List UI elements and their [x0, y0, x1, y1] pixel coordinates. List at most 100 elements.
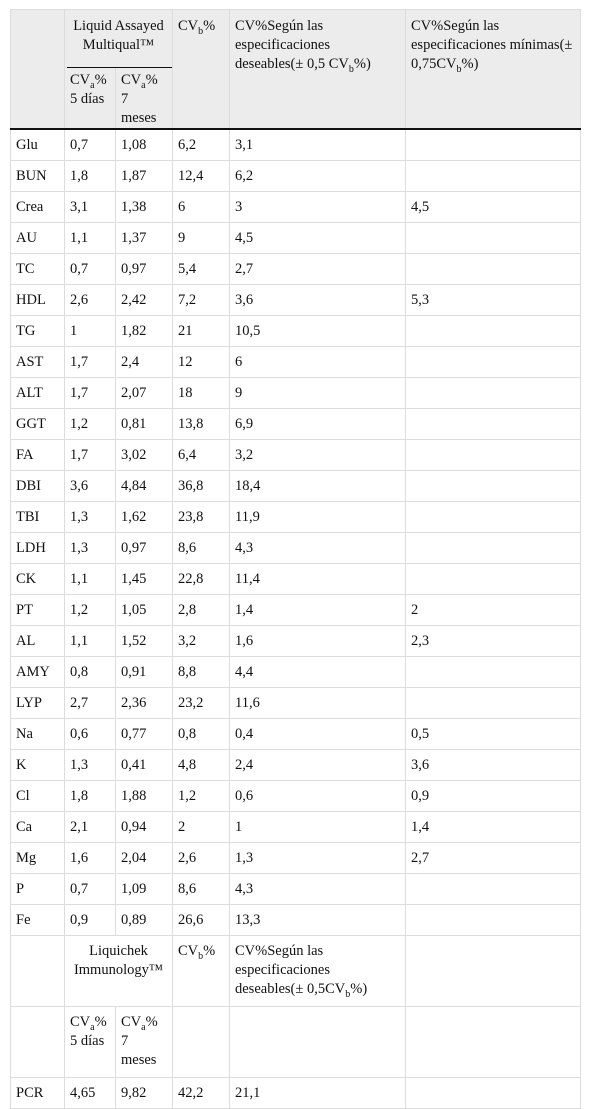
- cva-7-months-cell: 1,52: [115, 625, 173, 657]
- minimum-spec-cell: 2,7: [405, 842, 581, 874]
- desirable-spec-cell: 6: [229, 346, 406, 378]
- table-row: Fe 0,9 0,89 26,6 13,3: [10, 904, 581, 936]
- empty-cell: [10, 1006, 65, 1078]
- desirable-spec-cell: 4,4: [229, 656, 406, 688]
- minimum-spec-cell: 1,4: [405, 811, 581, 843]
- minimum-spec-cell: [405, 253, 581, 285]
- multiqual-group-title: Liquid Assayed Multiqual™: [73, 18, 164, 53]
- table-body: Glu 0,7 1,08 6,2 3,1 BUN 1,8 1,87 12,4 6,2 Crea 3,1…: [10, 128, 581, 1109]
- cvb-cell: 9: [172, 222, 230, 254]
- cva-5-days-cell: 0,6: [64, 718, 116, 750]
- cva-5-days-cell: 4,65: [64, 1077, 116, 1109]
- cvb-cell: 42,2: [172, 1077, 230, 1109]
- cva-7-months-cell: 2,04: [115, 842, 173, 874]
- sub-cvb-header: CVb%: [172, 935, 230, 1007]
- analyte-cell: GGT: [10, 408, 65, 440]
- desirable-spec-cell: 6,9: [229, 408, 406, 440]
- multiqual-group-header: Liquid Assayed Multiqual™: [64, 9, 173, 68]
- table-row: Na 0,6 0,77 0,8 0,4 0,5: [10, 718, 581, 750]
- empty-cell: [405, 935, 581, 1007]
- cva-5-days-cell: 1: [64, 315, 116, 347]
- group-underline: [67, 67, 172, 68]
- minimum-spec-cell: 0,5: [405, 718, 581, 750]
- cva-5-days-cell: 1,1: [64, 563, 116, 595]
- analyte-cell: AST: [10, 346, 65, 378]
- cvb-cell: 2: [172, 811, 230, 843]
- cva-5-days-cell: 0,9: [64, 904, 116, 936]
- cva-5-days-cell: 1,7: [64, 377, 116, 409]
- analyte-cell: DBI: [10, 470, 65, 502]
- analyte-cell: CK: [10, 563, 65, 595]
- cvb-cell: 22,8: [172, 563, 230, 595]
- cva-7-months-cell: 0,91: [115, 656, 173, 688]
- desirable-spec-cell: 18,4: [229, 470, 406, 502]
- cvb-cell: 1,2: [172, 780, 230, 812]
- desirable-spec-cell: 21,1: [229, 1077, 406, 1109]
- analyte-cell: Mg: [10, 842, 65, 874]
- cva-7-months-cell: 4,84: [115, 470, 173, 502]
- immunology-group-title: Liquichek Immunology™: [64, 935, 173, 1007]
- analyte-cell: LDH: [10, 532, 65, 564]
- cva-5-days-cell: 1,7: [64, 439, 116, 471]
- desirable-spec-cell: 2,4: [229, 749, 406, 781]
- cva-7-months-cell: 2,07: [115, 377, 173, 409]
- desirable-spec-cell: 2,7: [229, 253, 406, 285]
- cva-7-months-cell: 1,09: [115, 873, 173, 905]
- minimum-spec-cell: [405, 470, 581, 502]
- minimum-spec-cell: [405, 1077, 581, 1109]
- sub-cva-7-months-header: CVa% 7 meses: [115, 1006, 173, 1078]
- table-row: K 1,3 0,41 4,8 2,4 3,6: [10, 749, 581, 781]
- cvb-cell: 12: [172, 346, 230, 378]
- cva-7-months-cell: 3,02: [115, 439, 173, 471]
- cva-5-days-cell: 2,6: [64, 284, 116, 316]
- desirable-spec-cell: 4,3: [229, 873, 406, 905]
- cvb-cell: 2,8: [172, 594, 230, 626]
- analyte-cell: PCR: [10, 1077, 65, 1109]
- cva-5-days-cell: 3,1: [64, 191, 116, 223]
- cva-7-months-cell: 1,87: [115, 160, 173, 192]
- analyte-cell: TBI: [10, 501, 65, 533]
- immunology-cva-header-row: CVa% 5 días CVa% 7 meses: [10, 1006, 581, 1078]
- cvb-cell: 2,6: [172, 842, 230, 874]
- cva-5-days-cell: 0,7: [64, 873, 116, 905]
- cvb-cell: 7,2: [172, 284, 230, 316]
- cvb-cell: 13,8: [172, 408, 230, 440]
- cva-5-days-cell: 1,7: [64, 346, 116, 378]
- desirable-spec-cell: 1,4: [229, 594, 406, 626]
- desirable-spec-cell: 11,9: [229, 501, 406, 533]
- cva-5-days-cell: 0,7: [64, 253, 116, 285]
- sub-desirable-spec-header: CV%Según las especificaciones deseables(…: [229, 935, 406, 1007]
- table-row: Glu 0,7 1,08 6,2 3,1: [10, 128, 581, 161]
- analyte-cell: FA: [10, 439, 65, 471]
- cva-7-months-cell: 1,62: [115, 501, 173, 533]
- table-row: GGT 1,2 0,81 13,8 6,9: [10, 408, 581, 440]
- analyte-cell: AU: [10, 222, 65, 254]
- cvb-cell: 3,2: [172, 625, 230, 657]
- cva-5-days-cell: 2,7: [64, 687, 116, 719]
- cvb-cell: 5,4: [172, 253, 230, 285]
- desirable-spec-cell: 3,2: [229, 439, 406, 471]
- analyte-cell: P: [10, 873, 65, 905]
- immunology-subheader-row: Liquichek Immunology™ CVb% CV%Según las …: [10, 935, 581, 1007]
- minimum-spec-cell: 5,3: [405, 284, 581, 316]
- desirable-spec-cell: 3,6: [229, 284, 406, 316]
- cvb-cell: 0,8: [172, 718, 230, 750]
- cva-7-months-cell: 1,82: [115, 315, 173, 347]
- analyte-cell: ALT: [10, 377, 65, 409]
- cva-5-days-cell: 1,8: [64, 780, 116, 812]
- table-header: Liquid Assayed Multiqual™ CVb% CV%Según …: [10, 9, 581, 130]
- cva-7-months-cell: 9,82: [115, 1077, 173, 1109]
- analyte-cell: HDL: [10, 284, 65, 316]
- table-row: HDL 2,6 2,42 7,2 3,6 5,3: [10, 284, 581, 316]
- desirable-spec-cell: 1,6: [229, 625, 406, 657]
- table-row: LYP 2,7 2,36 23,2 11,6: [10, 687, 581, 719]
- cva-5-days-cell: 1,1: [64, 222, 116, 254]
- cva-5-days-cell: 2,1: [64, 811, 116, 843]
- table-row: CK 1,1 1,45 22,8 11,4: [10, 563, 581, 595]
- cva-7-months-cell: 0,81: [115, 408, 173, 440]
- cva-5-days-cell: 3,6: [64, 470, 116, 502]
- analyte-cell: Cl: [10, 780, 65, 812]
- table-row-pcr: PCR 4,65 9,82 42,2 21,1: [10, 1077, 581, 1109]
- cvb-cell: 6,4: [172, 439, 230, 471]
- minimum-spec-cell: [405, 408, 581, 440]
